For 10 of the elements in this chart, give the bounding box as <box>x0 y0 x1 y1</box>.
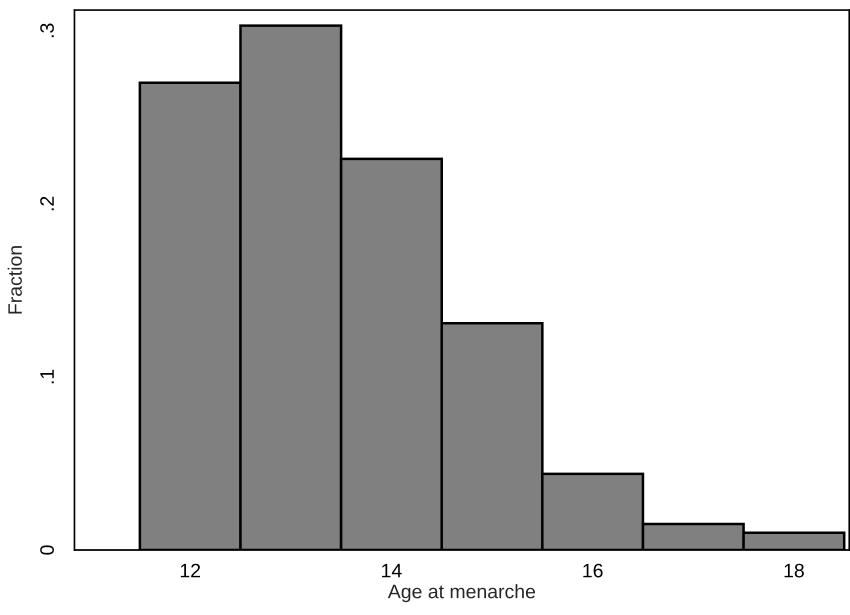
y-tick-label: .2 <box>40 196 54 210</box>
y-tick-label: .1 <box>40 370 54 384</box>
x-tick-label: 16 <box>583 564 603 578</box>
y-axis-title: Fraction <box>8 246 22 314</box>
x-tick-label: 14 <box>382 564 402 578</box>
x-tick-label: 18 <box>784 564 804 578</box>
y-tick-label: 0 <box>40 545 54 555</box>
y-tick-label: .3 <box>40 24 54 38</box>
x-tick-label: 12 <box>180 564 200 578</box>
x-axis-title: Age at menarche <box>388 584 536 602</box>
